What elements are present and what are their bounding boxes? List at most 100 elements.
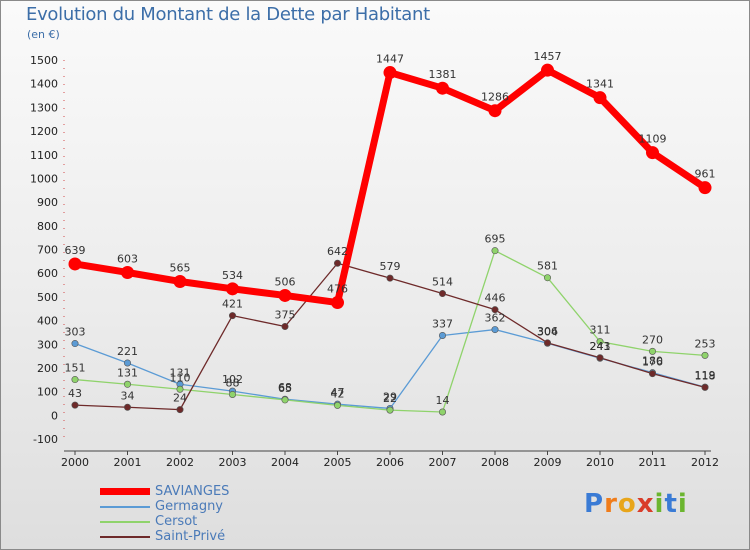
- legend-label: Saint-Privé: [155, 529, 226, 544]
- logo-letter: t: [664, 489, 678, 519]
- x-tick-label: 2004: [271, 456, 299, 469]
- data-point-saint-privé: [281, 322, 289, 330]
- data-point-savianges: [488, 104, 502, 118]
- data-label: 311: [590, 324, 611, 337]
- data-label: 1447: [376, 53, 404, 66]
- logo-letter: o: [617, 489, 637, 519]
- x-tick-label: 2009: [534, 456, 562, 469]
- data-label: 1341: [586, 78, 614, 91]
- data-label: 303: [65, 326, 86, 339]
- data-point-savianges: [541, 63, 554, 77]
- logo-letter: i: [654, 489, 665, 519]
- data-point-cersot: [333, 401, 341, 409]
- data-label: 65: [278, 382, 292, 395]
- data-label: 1457: [534, 50, 562, 63]
- data-label: 221: [117, 345, 138, 358]
- y-tick-label: 1500: [30, 54, 58, 67]
- data-label: 1286: [481, 91, 509, 104]
- y-tick-label: 1300: [30, 101, 58, 114]
- data-label: 514: [432, 276, 453, 289]
- legend-label: Cersot: [155, 514, 198, 529]
- data-label: 534: [222, 269, 243, 282]
- legend-swatch: [100, 521, 150, 523]
- data-label: 110: [170, 371, 191, 384]
- data-point-saint-privé: [124, 403, 132, 411]
- logo-letter: P: [584, 489, 605, 519]
- data-label: 506: [275, 275, 296, 288]
- data-point-cersot: [648, 347, 656, 355]
- data-label: 47: [331, 386, 345, 399]
- data-point-saint-privé: [648, 370, 656, 378]
- x-tick-label: 2005: [324, 456, 352, 469]
- data-point-cersot: [229, 390, 237, 398]
- data-label: 476: [327, 283, 348, 296]
- legend-swatch: [100, 506, 150, 508]
- data-point-savianges: [226, 282, 239, 296]
- data-point-saint-privé: [543, 339, 551, 347]
- data-label: 151: [65, 362, 86, 375]
- data-point-saint-privé: [701, 383, 709, 391]
- y-tick-label: 500: [37, 291, 58, 304]
- data-label: 581: [537, 260, 558, 273]
- data-point-saint-privé: [438, 290, 446, 298]
- y-tick-label: 400: [37, 315, 58, 328]
- data-label: 34: [121, 389, 135, 402]
- data-point-savianges: [698, 181, 712, 195]
- data-point-saint-privé: [333, 259, 341, 267]
- data-point-germagny: [438, 331, 446, 339]
- legend-label: SAVIANGES: [155, 484, 230, 499]
- data-point-savianges: [436, 81, 449, 95]
- data-label: 118: [695, 369, 716, 382]
- data-label: 1109: [639, 133, 667, 146]
- data-label: 176: [642, 356, 663, 369]
- data-label: 131: [170, 366, 191, 379]
- data-label: 131: [117, 366, 138, 379]
- data-label: 42: [331, 387, 345, 400]
- y-tick-label: 1100: [30, 149, 58, 162]
- y-tick-label: 1400: [30, 78, 58, 91]
- y-tick-label: 300: [37, 338, 58, 351]
- data-label: 180: [642, 355, 663, 368]
- y-tick-label: 0: [51, 409, 58, 422]
- data-label: 29: [383, 390, 397, 403]
- x-tick-label: 2003: [219, 456, 247, 469]
- data-label: 243: [590, 340, 611, 353]
- data-point-cersot: [596, 338, 604, 346]
- data-point-cersot: [491, 247, 499, 255]
- data-label: 642: [327, 245, 348, 258]
- y-tick-label: 1200: [30, 125, 58, 138]
- x-tick-label: 2000: [61, 456, 89, 469]
- data-point-savianges: [121, 265, 134, 279]
- data-label: 695: [485, 233, 506, 246]
- x-tick-label: 2002: [166, 456, 194, 469]
- logo-letter: i: [677, 489, 688, 519]
- y-tick-label: 700: [37, 244, 58, 257]
- data-point-savianges: [68, 257, 82, 271]
- data-label: 362: [485, 312, 506, 325]
- data-label: 241: [590, 340, 611, 353]
- data-label: 603: [117, 252, 138, 265]
- data-point-cersot: [71, 376, 79, 384]
- data-point-cersot: [438, 408, 446, 416]
- data-label: 306: [537, 325, 558, 338]
- chart-title: Evolution du Montant de la Dette par Hab…: [26, 4, 430, 25]
- data-point-saint-privé: [229, 312, 237, 320]
- data-label: 43: [68, 387, 82, 400]
- data-point-saint-privé: [596, 354, 604, 362]
- data-label: 68: [278, 381, 292, 394]
- x-tick-label: 2012: [691, 456, 719, 469]
- data-point-savianges: [383, 66, 397, 80]
- data-point-cersot: [701, 351, 709, 359]
- data-point-cersot: [543, 274, 551, 282]
- data-point-saint-privé: [491, 306, 499, 314]
- data-label: 565: [170, 261, 191, 274]
- data-label: 639: [65, 244, 86, 257]
- data-label: 119: [695, 369, 716, 382]
- data-point-saint-privé: [71, 401, 79, 409]
- data-point-savianges: [278, 288, 292, 302]
- y-tick-label: 600: [37, 267, 58, 280]
- data-label: 102: [222, 373, 243, 386]
- x-tick-label: 2011: [639, 456, 667, 469]
- data-point-savianges: [331, 296, 344, 310]
- data-label: 304: [537, 325, 558, 338]
